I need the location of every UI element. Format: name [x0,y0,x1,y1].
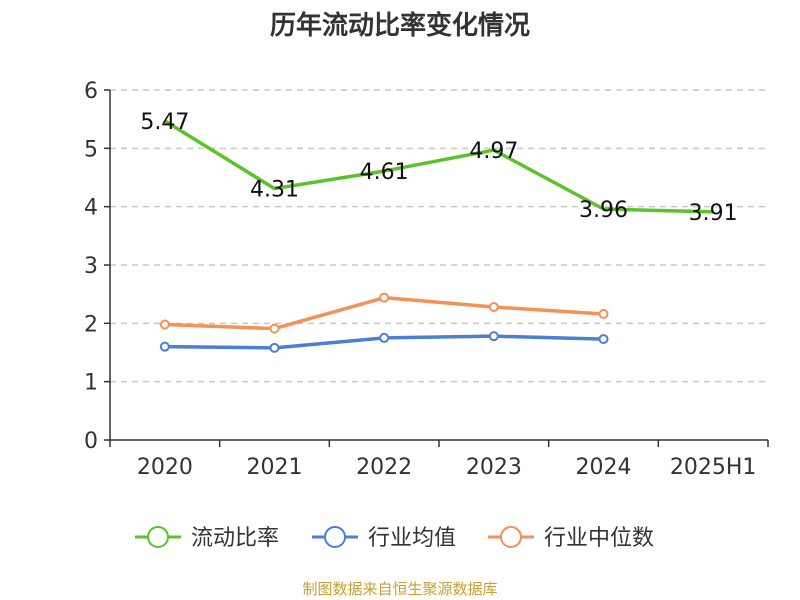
data-label-0-5: 3.91 [689,201,738,226]
data-label-0-3: 4.97 [469,139,518,164]
y-tick-label-4: 4 [84,196,98,221]
data-label-0-2: 4.61 [360,160,409,185]
series-2-point-2 [379,292,390,303]
x-tick-label-1: 2021 [247,455,303,480]
legend-label-1: 行业均值 [368,526,456,551]
legend-marker-0 [147,526,169,548]
axes: 0 1 2 3 4 5 6 2020 2021 2022 2023 2024 2025H1 [84,79,769,480]
legend-item-0: 流动比率 [135,526,279,551]
series-line-0 [163,119,714,214]
data-labels: 5.47 4.31 4.61 4.97 3.96 3.91 [140,110,737,226]
chart-title: 历年流动比率变化情况 [270,10,530,41]
legend-label-0: 流动比率 [191,526,279,551]
x-tick-label-4: 2024 [576,455,632,480]
legend-marker-2 [500,526,522,548]
series-2-point-4 [598,309,609,319]
legend-label-2: 行业中位数 [544,526,654,551]
y-tick-label-1: 1 [84,371,98,396]
series-2-point-1 [269,323,280,334]
data-label-0-1: 4.31 [250,178,299,203]
x-tick-label-5: 2025H1 [670,455,757,480]
series-layer [159,119,714,353]
series-2-point-0 [159,319,170,330]
y-tick-label-5: 5 [84,137,98,162]
y-tick-label-3: 3 [84,254,98,279]
x-tick-label-2: 2022 [356,455,412,480]
series-1-point-4 [598,334,609,345]
series-1-point-1 [269,342,280,353]
legend-item-2: 行业中位数 [488,526,654,551]
series-1-point-3 [488,331,499,342]
y-tick-label-2: 2 [84,312,98,337]
data-label-0-4: 3.96 [579,198,628,223]
series-1-point-2 [379,332,390,343]
legend: 流动比率 行业均值 行业中位数 [135,526,654,551]
data-label-0-0: 5.47 [140,110,189,135]
x-tick-label-0: 2020 [137,455,193,480]
source-note: 制图数据来自恒生聚源数据库 [302,580,497,598]
legend-item-1: 行业均值 [312,526,456,551]
series-2-point-3 [488,302,499,312]
series-1-point-0 [159,341,170,352]
y-tick-label-0: 0 [84,429,98,454]
legend-marker-1 [324,526,346,548]
y-tick-label-6: 6 [84,79,98,104]
x-tick-label-3: 2023 [466,455,522,480]
